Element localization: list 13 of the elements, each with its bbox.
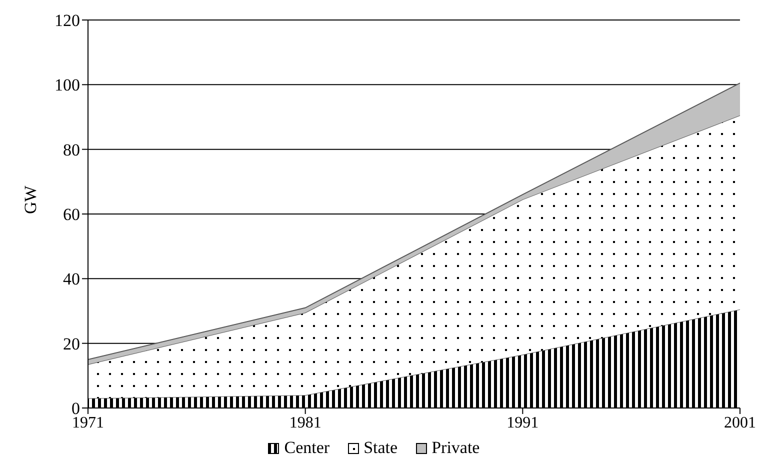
y-tick-label: 80: [63, 140, 80, 160]
legend-label: Center: [284, 438, 330, 458]
legend-label: Private: [432, 438, 480, 458]
y-tick-label: 20: [63, 334, 80, 354]
x-tick-label: 1981: [289, 414, 322, 432]
y-axis-title: GW: [21, 184, 40, 214]
legend-label: State: [364, 438, 398, 458]
x-tick-label: 1991: [506, 414, 539, 432]
y-tick-label: 100: [54, 76, 80, 95]
y-tick-label: 120: [54, 11, 80, 30]
y-tick-label: 40: [63, 270, 80, 289]
y-tick-label: 60: [63, 205, 80, 224]
x-tick-label: 2001: [724, 414, 756, 432]
